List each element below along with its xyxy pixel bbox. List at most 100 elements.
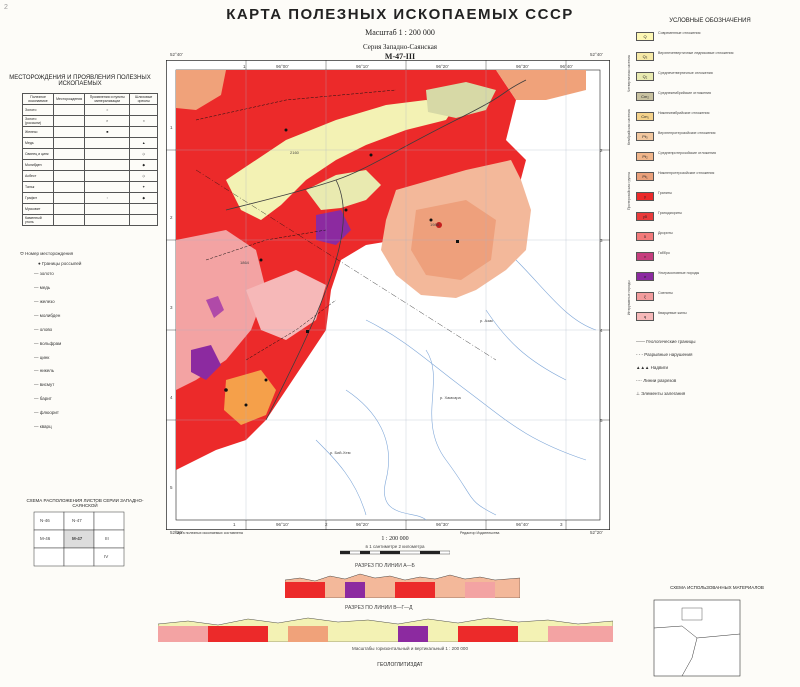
- group-label-quaternary: Четвертичная система: [627, 55, 631, 92]
- top-tick-6: 96°40': [560, 64, 573, 69]
- inset-title: СХЕМА ИСПОЛЬЗОВАННЫХ МАТЕРИАЛОВ: [670, 585, 764, 590]
- legend-swatch-label: Среднекембрийские отложения: [658, 91, 712, 95]
- legend-item-bismuth: — висмут: [34, 382, 55, 388]
- scheme-label-5: III: [105, 536, 109, 541]
- legend-item-nickel: — никель: [34, 368, 55, 374]
- top-tick-1: 1: [243, 64, 246, 69]
- legend-swatch: δ: [636, 232, 654, 241]
- table-row: Золото (россыпи) ◐ ◑: [21, 115, 158, 127]
- legend-swatch-label: Кварцевые жилы: [658, 311, 687, 315]
- col-head-occurrences: Проявления и пункты минерализации: [84, 93, 131, 105]
- left-tick-3: 3: [170, 305, 173, 310]
- river-network: [315, 259, 597, 521]
- deposit-symbols: [224, 128, 459, 407]
- orange-field-nw: [176, 70, 226, 110]
- map-title: КАРТА ПОЛЕЗНЫХ ИСКОПАЕМЫХ СССР: [226, 6, 574, 23]
- orange-field-ne: [466, 70, 586, 100]
- line-item-dip-strike: Элементы залегания: [641, 390, 686, 396]
- purple-intrusion-3: [206, 296, 224, 318]
- corner-coord-se: 52°20': [590, 530, 603, 535]
- quaternary-valley-2: [306, 170, 381, 210]
- corner-pencil-note: 2: [4, 4, 8, 11]
- legend-item-barite: — барит: [34, 396, 52, 402]
- legend-swatch: Q₂: [636, 72, 654, 81]
- legend-swatch: ν: [636, 252, 654, 261]
- legend-item-iron: — железо: [34, 298, 55, 304]
- right-tick-1: 2: [600, 148, 603, 153]
- line-item-faults: Разрывные нарушения: [644, 351, 693, 357]
- legend-item-molybdenum: — молибден: [34, 312, 61, 318]
- legend-item-gold: — золото: [34, 270, 54, 276]
- legend-item-tungsten: — вольфрам: [34, 340, 62, 346]
- legend-swatch-label: Верхнечетвертичные ледниковые отложения: [658, 51, 734, 55]
- col-head-mineral: Полезное ископаемое: [21, 93, 55, 105]
- corner-coord-ne: 52°40': [590, 52, 603, 57]
- scale-bar: [340, 550, 450, 555]
- bottom-tick-3: 2: [325, 522, 328, 527]
- river-label-2: р. Азас: [480, 318, 494, 323]
- right-legend-title: УСЛОВНЫЕ ОБОЗНАЧЕНИЯ: [669, 18, 751, 24]
- corner-coord-sw: 52°20': [170, 530, 183, 535]
- left-legend-list: ⬭ Номер месторождения ● Границы россыпей…: [20, 251, 160, 439]
- legend-swatch: Cm₂: [636, 92, 654, 101]
- orange-field-sw: [224, 370, 276, 425]
- purple-intrusion-1: [316, 210, 351, 245]
- legend-swatch: ξ: [636, 292, 654, 301]
- cross-section-1: [285, 573, 520, 598]
- credits-right: Редактор Издательства: [460, 531, 500, 535]
- pink-zone-central: [246, 270, 326, 340]
- legend-item-quartz: — кварц: [34, 424, 52, 430]
- top-tick-5: 96°30': [516, 64, 529, 69]
- table-row: Тальк ✦: [21, 181, 158, 193]
- bottom-tick-5: 96°30': [436, 522, 449, 527]
- legend-swatch: Pt₂: [636, 152, 654, 161]
- right-tick-2: 3: [600, 238, 603, 243]
- river-label-1: р. Хамсара: [440, 395, 461, 400]
- line-item-thrusts: Надвиги: [650, 364, 669, 370]
- materials-inset-map: [653, 599, 741, 677]
- section-scale: Масштабы горизонтальный и вертикальный 1…: [352, 646, 468, 651]
- group-label-intrusive: Интрузивные породы: [627, 280, 631, 315]
- peak-label-1: 1988: [430, 222, 439, 227]
- scale-note: в 1 сантиметре 2 километра: [365, 544, 425, 549]
- legend-swatch-label: Гранодиориты: [658, 211, 682, 215]
- right-tick-3: 4: [600, 328, 603, 333]
- top-tick-4: 96°20': [436, 64, 449, 69]
- bottom-tick-2: 96°10': [276, 522, 289, 527]
- left-tick-4: 4: [170, 395, 173, 400]
- bottom-tick-7: 3: [560, 522, 563, 527]
- group-label-proterozoic: Протерозойская группа: [627, 171, 631, 210]
- legend-swatch: Q₃: [636, 52, 654, 61]
- legend-swatch-label: Нижнекембрийские отложения: [658, 111, 710, 115]
- map-sheet-number: М-47-III: [384, 52, 416, 61]
- legend-item-fluorite: — флюорит: [34, 410, 59, 416]
- legend-swatch-label: Граниты: [658, 191, 672, 195]
- deposits-table: Полезное ископаемое Месторождения Проявл…: [21, 93, 158, 226]
- col-head-deposits: Месторождения: [53, 93, 86, 105]
- legend-swatch: σ: [636, 272, 654, 281]
- legend-swatch-label: Ультраосновные породы: [658, 271, 700, 275]
- left-tick-1: 1: [170, 125, 173, 130]
- table-row: Медь ▲: [21, 137, 158, 149]
- table-row: Графит ▫ ◆: [21, 192, 158, 204]
- scheme-label-6: IV: [104, 554, 109, 559]
- legend-swatch-label: Габбро: [658, 251, 670, 255]
- group-label-cambrian: Кембрийская система: [627, 109, 631, 145]
- legend-swatch: Pt₃: [636, 132, 654, 141]
- bottom-tick-1: 1: [233, 522, 236, 527]
- bottom-tick-4: 96°20': [356, 522, 369, 527]
- legend-item-zinc: — цинк: [34, 354, 50, 360]
- legend-swatch-label: Среднепротерозойские отложения: [658, 151, 716, 155]
- table-row: Молибден ◆: [21, 159, 158, 171]
- sheet-scheme-title: СХЕМА РАСПОЛОЖЕНИЯ ЛИСТОВ СЕРИИ ЗАПАДНО-…: [26, 498, 144, 508]
- table-row: Каменный уголь: [21, 214, 158, 226]
- scheme-label-4: М-47: [72, 536, 83, 541]
- table-row: Асбест ◇: [21, 170, 158, 182]
- scheme-label-1: N-46: [40, 518, 50, 523]
- river-label-3: р. Бий-Хем: [330, 450, 351, 455]
- legend-swatch: γ: [636, 192, 654, 201]
- main-map: [166, 60, 610, 530]
- legend-swatch: q: [636, 312, 654, 321]
- legend-swatch: γδ: [636, 212, 654, 221]
- legend-swatch-label: Диориты: [658, 231, 673, 235]
